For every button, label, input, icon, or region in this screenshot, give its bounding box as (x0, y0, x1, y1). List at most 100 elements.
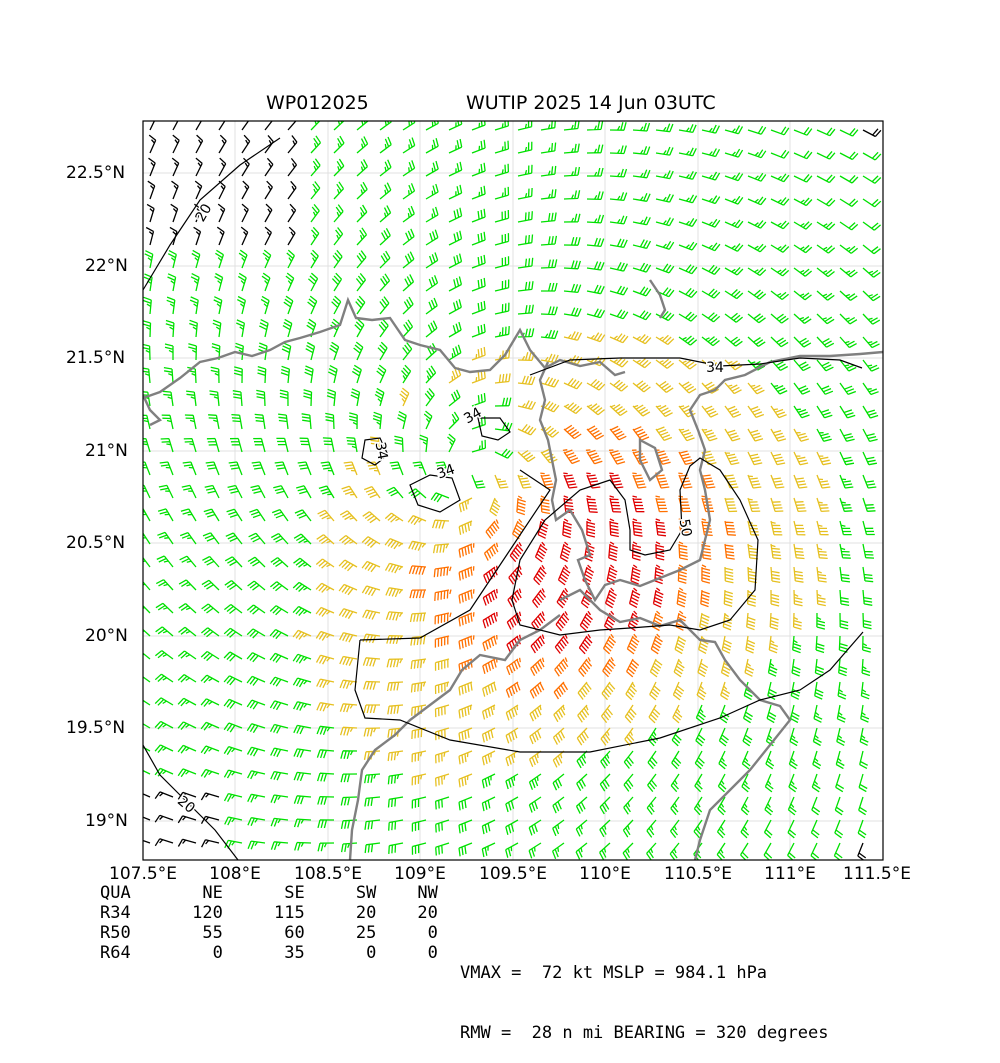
wind-barb (379, 296, 390, 315)
wind-barb (517, 328, 535, 338)
wind-barb (425, 160, 439, 177)
wind-barb (770, 149, 790, 159)
wind-barb (307, 272, 319, 292)
wind-barb (340, 773, 358, 783)
wind-barb (213, 296, 223, 315)
wind-barb (770, 126, 790, 136)
wind-barb (356, 159, 368, 177)
wind-barb (166, 296, 176, 315)
wind-barb (793, 566, 804, 583)
wind-barb (223, 722, 243, 733)
wind-barb (409, 589, 427, 599)
wind-barb (517, 423, 537, 436)
wind-barb (580, 587, 594, 609)
wind-barb (310, 226, 320, 246)
wind-barb (724, 566, 734, 584)
wind-barb (517, 187, 533, 200)
wind-barb (655, 310, 675, 322)
wind-barb (483, 542, 499, 561)
wind-barb (287, 180, 297, 200)
wind-barb (678, 147, 697, 157)
wind-barb (339, 632, 358, 643)
wind-barb (540, 142, 557, 154)
wind-barb (270, 557, 289, 568)
wind-barb (191, 249, 201, 269)
wind-barb (402, 319, 414, 338)
wind-barb (701, 474, 716, 489)
wind-barb (202, 532, 220, 545)
wind-barb (384, 538, 404, 550)
wind-barb (517, 141, 533, 154)
wind-barb (292, 677, 312, 688)
wind-barb (471, 369, 486, 384)
wind-barb (764, 796, 774, 816)
wind-barb (339, 510, 358, 522)
wind-barb (294, 509, 312, 522)
wind-barb (143, 391, 151, 407)
wind-barb (601, 681, 616, 701)
wind-barb (316, 749, 335, 759)
wind-barb (411, 796, 427, 809)
wind-barb (294, 841, 312, 851)
wind-barb (816, 221, 836, 231)
wind-barb (411, 819, 427, 832)
wind-barb (379, 159, 392, 177)
wind-barb (402, 183, 416, 200)
wind-barb (339, 703, 358, 713)
wind-barb (434, 773, 450, 787)
wind-barb (149, 121, 156, 131)
wind-barb (742, 704, 753, 724)
wind-barb (293, 818, 312, 828)
wind-barb (279, 389, 289, 407)
wind-barb (269, 605, 289, 616)
radius-value: NW (376, 883, 438, 903)
wind-barb (285, 272, 295, 292)
wind-barb (577, 681, 592, 700)
wind-barb (154, 650, 174, 660)
wind-barb (770, 474, 785, 489)
wind-barb (720, 681, 731, 701)
wind-barb (179, 531, 197, 545)
wind-barb (862, 267, 881, 278)
wind-barb (678, 241, 698, 251)
wind-barb (810, 842, 820, 860)
wind-barb (505, 681, 521, 698)
wind-barb (203, 508, 220, 522)
wind-barb (793, 520, 806, 536)
wind-barb (200, 698, 220, 707)
wind-barb (351, 364, 362, 384)
wind-barb (143, 676, 151, 683)
wind-barb (793, 221, 813, 230)
wind-barb (471, 346, 486, 361)
wind-barb (241, 180, 250, 200)
wind-barb (143, 437, 151, 453)
wind-barb (281, 342, 292, 361)
wind-barb (332, 249, 343, 269)
wind-barb (678, 264, 698, 275)
wind-barb (860, 681, 870, 700)
wind-barb (540, 212, 557, 223)
wind-barb (349, 412, 358, 430)
wind-barb (793, 497, 807, 513)
wind-barb (363, 704, 380, 714)
wind-barb (724, 219, 744, 229)
wind-barb (200, 650, 220, 662)
wind-barb (458, 796, 473, 811)
wind-barb (165, 319, 175, 338)
wind-barb (233, 366, 243, 384)
wind-barb (793, 336, 812, 348)
wind-barb (578, 633, 593, 655)
wind-barb (650, 633, 663, 655)
wind-barb (269, 676, 289, 687)
wind-barb (540, 376, 560, 388)
wind-barb (793, 127, 813, 136)
wind-barb (562, 518, 572, 539)
wind-barb (181, 484, 197, 499)
wind-barb (143, 508, 151, 522)
wind-barb (317, 509, 335, 522)
wind-barb (402, 121, 416, 131)
wind-barb (433, 566, 452, 578)
wind-barb (554, 657, 569, 677)
wind-barb (632, 495, 645, 513)
wind-barb (670, 796, 680, 816)
